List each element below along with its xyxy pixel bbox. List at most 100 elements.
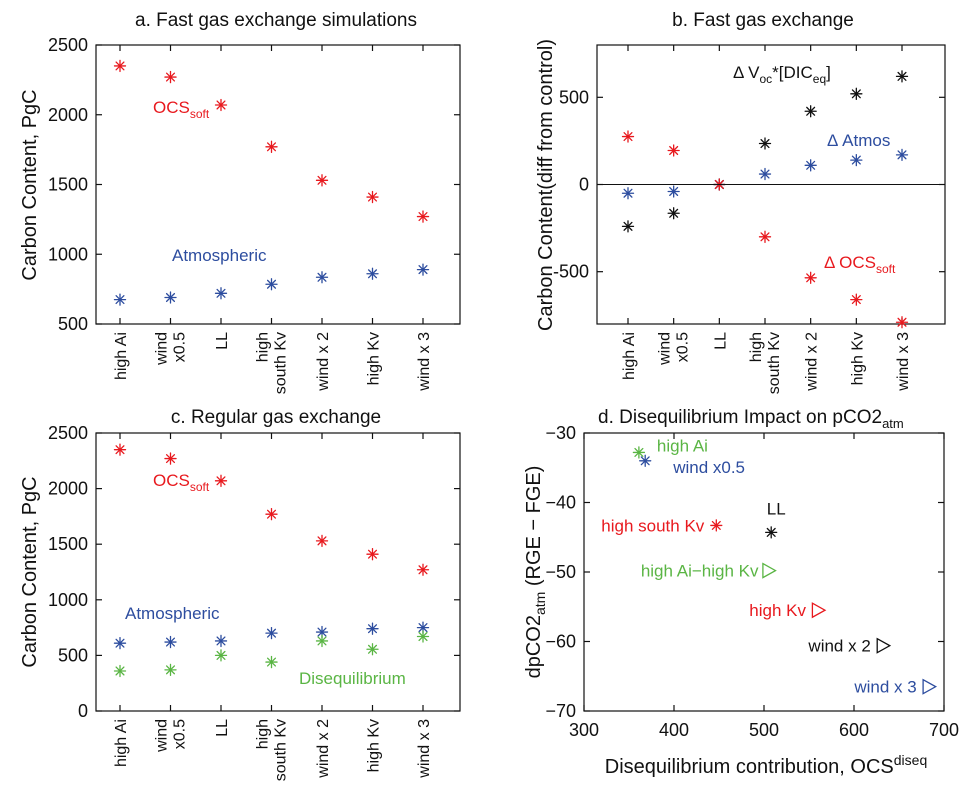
point-wind-x-2	[876, 637, 892, 654]
y-tick-label: 500	[559, 87, 589, 107]
atmospheric-point-wind-x0-5	[164, 635, 177, 649]
ocssoft-point-high-kv	[850, 293, 863, 306]
x-category-label: LL	[214, 332, 231, 350]
panel-c-y-ticks: 0 500 1000 1500 2000 2500	[48, 423, 460, 721]
ocssoft-point-wind-x-3	[416, 210, 430, 223]
x-category-label: high Ai	[621, 332, 638, 380]
atmospheric-point-high-ai	[113, 637, 127, 650]
panel-a-y-axis-label: Carbon Content, PgC	[19, 89, 41, 280]
voc-point-high-south-kv	[758, 137, 772, 150]
point-high-ai-high-kv	[762, 562, 777, 579]
x-category-label: high Kv	[366, 332, 383, 385]
x-category-high-south-kv: highsouth Kv	[748, 332, 783, 394]
atmospheric-point-ll	[214, 287, 228, 300]
panel-a-x-categories: high Ai windx0.5 LL highsouth Kv wind x 2 hig…	[113, 45, 433, 394]
x-category-label: wind x 2	[315, 719, 332, 779]
panel-b-delta-voc-label: Δ Voc*[DICeq]	[733, 63, 831, 86]
y-tick-label: −40	[545, 493, 576, 513]
x-category-high-ai: high Ai	[113, 719, 130, 767]
x-category-label: wind x 2	[804, 332, 821, 392]
atmospheric-point-wind-x-3	[416, 263, 430, 276]
y-tick-label: 1500	[48, 534, 88, 554]
x-category-label: LL	[214, 719, 231, 737]
x-category-label: high Ai	[113, 332, 130, 380]
atmospheric-point-high-kv	[366, 267, 379, 280]
panel-b: b. Fast gas exchange Carbon Content(diff…	[535, 10, 946, 394]
ocssoft-point-high-south-kv	[758, 230, 772, 243]
y-tick-label: -500	[553, 262, 589, 282]
y-tick-label: 500	[58, 645, 88, 665]
x-category-wind-x-3: wind x 3	[416, 332, 433, 392]
panel-c: c. Regular gas exchange Carbon Content, …	[19, 407, 461, 781]
atmospheric-point-high-ai	[113, 293, 127, 306]
x-category-label: high Ai	[113, 719, 130, 767]
x-tick-label: 500	[749, 720, 779, 740]
disequilibrium-point-high-south-kv	[265, 655, 278, 669]
atmospheric-point-ll	[214, 634, 228, 648]
x-category-wind-x0-5: windx0.5	[154, 719, 189, 753]
panel-d-y-ticks: −70 −60 −50 −40 −30	[545, 423, 944, 721]
ocssoft-point-ll	[214, 474, 228, 487]
panel-d-y-axis-label: dpCO2atm (RGE − FGE)	[523, 466, 548, 679]
panel-b-x-categories: high Ai windx0.5 LL highsouth Kv wind x 2 hig…	[621, 45, 912, 394]
y-tick-label: −50	[545, 562, 576, 582]
panel-b-y-axis-label: Carbon Content(diff from control)	[535, 39, 557, 331]
panel-c-x-categories: high Ai windx0.5 LL highsouth Kv wind x 2 hig…	[113, 433, 433, 781]
panel-d-x-axis-label: Disequilibrium contribution, OCSdiseq	[605, 752, 927, 778]
disequilibrium-point-wind-x-3	[416, 630, 430, 643]
y-tick-label: 1000	[48, 590, 88, 610]
atmospheric-point-wind-x0-5	[164, 291, 177, 304]
y-tick-label: 1000	[48, 244, 88, 264]
y-tick-label: −60	[545, 632, 576, 652]
x-category-label: high Kv	[849, 332, 866, 385]
x-category-label: high Kv	[366, 719, 383, 772]
disequilibrium-point-wind-x0-5	[164, 663, 177, 677]
ocssoft-point-wind-x0-5	[667, 144, 680, 157]
x-category-wind-x-2: wind x 2	[315, 332, 332, 392]
atmospheric-point-wind-x-2	[315, 625, 329, 639]
label-wind-x0-5: wind x0.5	[672, 458, 745, 477]
x-category-label: windx0.5	[154, 332, 189, 366]
panel-c-ocs-soft-label: OCSsoft	[153, 471, 210, 494]
x-category-label: windx0.5	[154, 719, 189, 753]
label-high-south-kv: high south Kv	[601, 516, 705, 535]
atmos-point-high-kv	[850, 153, 863, 167]
y-tick-label: −30	[545, 423, 576, 443]
ocssoft-point-ll	[214, 98, 228, 112]
atmospheric-point-high-kv	[366, 622, 379, 635]
panel-c-disequilibrium-label: Disequilibrium	[299, 669, 406, 688]
panel-a-title: a. Fast gas exchange simulations	[135, 10, 417, 31]
y-tick-label: 500	[58, 314, 88, 334]
x-category-label: LL	[712, 332, 729, 350]
panel-a-ocs-soft-label: OCSsoft	[153, 98, 210, 121]
panel-b-y-ticks: -500 0 500	[553, 87, 945, 282]
x-category-high-kv: high Kv	[849, 332, 866, 385]
disequilibrium-point-high-kv	[366, 643, 379, 656]
y-tick-label: 1500	[48, 175, 88, 195]
y-tick-label: 2500	[48, 35, 88, 55]
x-category-high-ai: high Ai	[621, 332, 638, 380]
atmos-point-wind-x-2	[804, 159, 817, 172]
x-category-wind-x0-5: windx0.5	[154, 332, 189, 366]
voc-point-wind-x-2	[804, 105, 817, 118]
panel-a-y-ticks: 500 1000 1500 2000 2500	[48, 35, 460, 334]
disequilibrium-point-ll	[214, 649, 228, 662]
point-high-south-kv	[710, 519, 723, 532]
x-tick-label: 400	[659, 720, 689, 740]
x-category-ll: LL	[214, 332, 231, 350]
ocssoft-point-high-kv	[366, 548, 379, 561]
x-category-label: highsouth Kv	[255, 332, 290, 394]
panel-b-delta-ocs-soft-label: Δ OCSsoft	[824, 253, 896, 276]
panel-d-title: d. Disequilibrium Impact on pCO2atm	[598, 407, 904, 431]
panel-c-atmospheric-label: Atmospheric	[125, 604, 220, 623]
y-tick-label: 2500	[48, 423, 88, 443]
panel-d-plot-area	[583, 432, 945, 712]
ocssoft-point-wind-x-3	[895, 316, 909, 329]
x-category-label: wind x 3	[416, 719, 433, 779]
point-high-ai	[632, 446, 646, 459]
x-category-wind-x0-5: windx0.5	[657, 332, 692, 366]
atmos-point-wind-x-3	[895, 148, 909, 162]
ocssoft-point-wind-x-3	[416, 563, 430, 576]
ocssoft-point-wind-x-2	[315, 534, 329, 548]
